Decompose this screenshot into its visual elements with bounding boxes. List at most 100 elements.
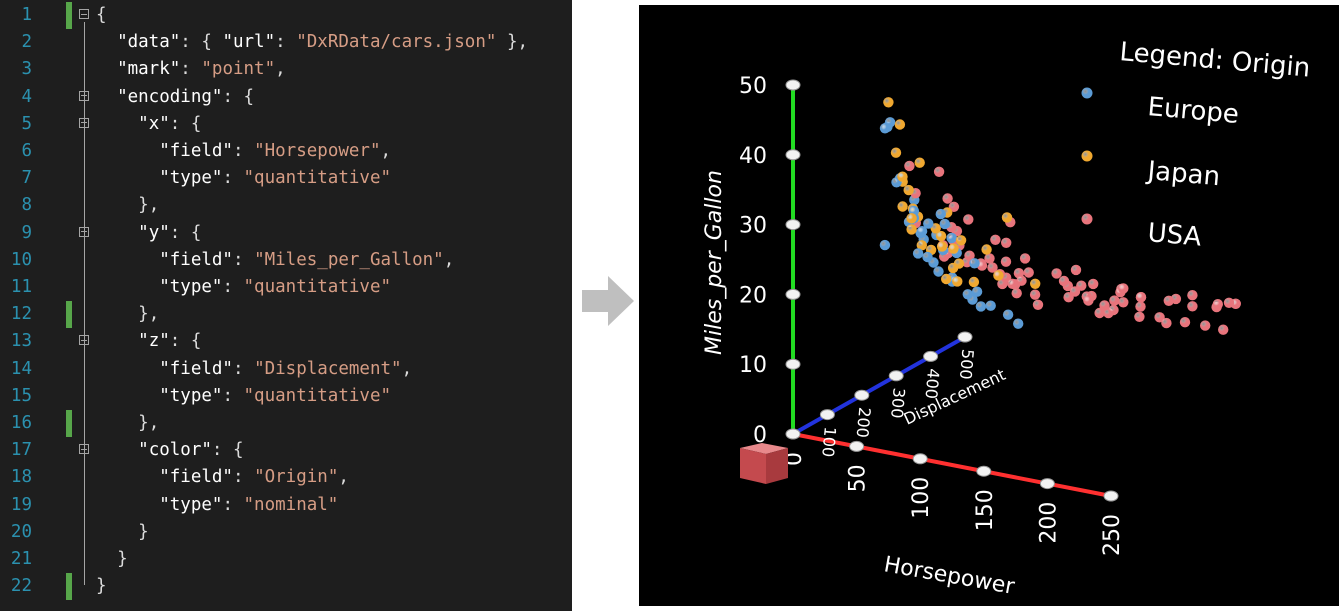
line-number: 6 [21,141,32,161]
code-text: "field": "Horsepower", [159,141,392,161]
scatter-point [946,232,957,244]
code-line[interactable]: 21 } [0,546,572,573]
code-line[interactable]: 17 "color": { [0,437,572,464]
code-line[interactable]: 13 "z": { [0,328,572,355]
scatter-point [935,230,947,242]
scatter-point [903,184,914,196]
code-line[interactable]: 12 }, [0,301,572,329]
line-number: 10 [10,249,32,270]
scatter-point [941,273,952,285]
scatter-point [1200,320,1211,331]
fold-guide [84,348,85,422]
legend-marker [1081,150,1093,162]
code-line[interactable]: 6 "field": "Horsepower", [0,138,572,165]
code-line[interactable]: 9 "y": { [0,220,572,247]
code-line[interactable]: 20 } [0,519,572,546]
code-text: "field": "Origin", [159,467,349,488]
scatter-point [1094,307,1105,319]
scatter-point [1163,295,1174,306]
scatter-point [879,123,891,134]
scatter-point [969,258,980,269]
y-tick-mark [785,358,801,370]
scatter-point [1070,264,1082,276]
code-text: } [117,549,128,569]
chart-svg: 0 50 100 150 200 250 0 10 20 30 40 50 100 200 300 400 50… [702,37,1311,600]
code-line[interactable]: 19 "type": "nominal" [0,492,572,519]
scatter-point [1016,275,1027,286]
collapse-icon[interactable] [79,9,89,19]
code-text: "color": { [138,440,244,461]
line-number: 5 [21,113,32,134]
scatter-point [906,224,917,235]
scatter-point [1135,292,1147,303]
scatter-point [1187,290,1198,301]
x-tick-mark [849,440,865,452]
cube-side [766,448,788,484]
change-marker [66,410,72,437]
scatter-point [968,276,980,288]
line-number: 2 [21,32,32,53]
y-tick-label: 0 [753,423,767,448]
scatter-point [936,241,948,252]
scatter-point [922,251,933,263]
code-line[interactable]: 2 "data": { "url": "DxRData/cars.json" }… [0,29,572,56]
scatter-point [1161,317,1172,329]
scatter-point [1154,312,1165,323]
z-tick-mark [923,350,939,362]
scatter-point [916,226,928,237]
code-line[interactable]: 18 "field": "Origin", [0,464,572,491]
line-number: 3 [21,59,32,80]
y-tick-label: 10 [739,353,767,378]
scatter-point [1029,289,1041,300]
line-number: 18 [10,467,32,488]
code-text: "z": { [138,331,202,352]
scatter-point [939,218,950,230]
code-line[interactable]: 14 "field": "Displacement", [0,356,572,383]
code-line[interactable]: 22} [0,573,572,601]
scatter-point [971,286,983,297]
scatter-point [975,301,987,312]
scatter-point [952,276,963,287]
code-line[interactable]: 5 "x": { [0,111,572,138]
scatter-point [1108,304,1119,316]
code-line[interactable]: 16 }, [0,410,572,437]
scatter-point [1011,288,1022,299]
code-editor[interactable]: 1{2 "data": { "url": "DxRData/cars.json"… [0,0,572,611]
code-line[interactable]: 7 "type": "quantitative" [0,165,572,192]
line-number: 19 [10,494,32,515]
x-tick-label: 250 [1100,514,1125,556]
line-number: 22 [10,576,32,597]
code-text: }, [138,304,160,325]
code-line[interactable]: 15 "type": "quantitative" [0,383,572,410]
code-line[interactable]: 10 "field": "Miles_per_Gallon", [0,247,572,274]
origin-mark [785,428,801,440]
scatter-point [879,239,891,251]
y-tick-label: 30 [739,214,767,239]
code-line[interactable]: 11 "type": "quantitative" [0,274,572,301]
scatter-point [1030,278,1041,289]
code-line[interactable]: 1{ [0,2,572,29]
scatter-point [993,270,1004,281]
code-text: "field": "Miles_per_Gallon", [159,249,455,270]
cube-front [740,448,766,484]
code-text: { [96,5,107,25]
y-tick-mark [785,149,801,161]
change-marker [66,2,72,29]
scatter-point [984,253,995,264]
scatter-point [1118,283,1129,294]
code-text: "mark": "point", [117,59,286,80]
code-line[interactable]: 3 "mark": "point", [0,56,572,83]
code-line[interactable]: 8 }, [0,192,572,219]
x-tick-mark [1103,490,1119,502]
scatter-point [914,157,925,168]
scatter-point [1218,324,1229,335]
x-tick-label: 0 [782,452,807,466]
scatter-point [923,218,934,229]
code-text: "encoding": { [117,86,255,107]
line-number: 7 [21,168,32,189]
scatter-point [1212,299,1223,310]
code-text: }, [138,413,160,433]
x-tick-mark [976,465,992,477]
scatter-point [897,201,908,212]
code-line[interactable]: 4 "encoding": { [0,84,572,111]
